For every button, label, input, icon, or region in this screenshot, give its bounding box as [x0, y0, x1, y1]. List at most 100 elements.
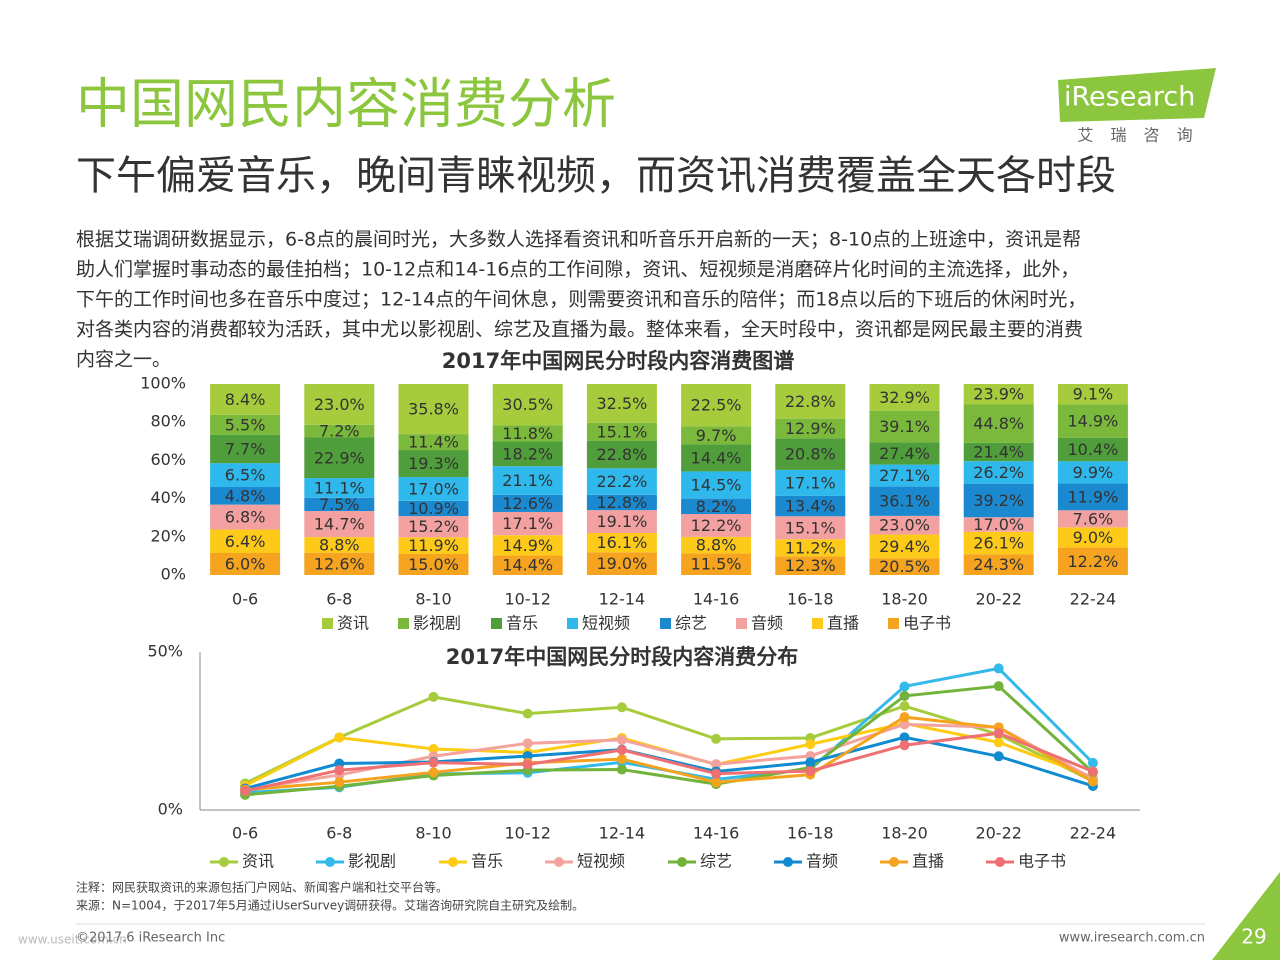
data-label: 11.9% [408, 536, 459, 555]
point [899, 712, 910, 723]
x-tick-label: 20-22 [975, 590, 1022, 609]
y-tick-label: 60% [150, 450, 186, 469]
bar-segment [210, 384, 281, 415]
bar-segment [681, 471, 752, 499]
data-label: 26.2% [973, 463, 1024, 482]
bar-segment [775, 384, 846, 419]
data-label: 39.2% [973, 491, 1024, 510]
bar-segment [304, 552, 375, 575]
data-label: 17.0% [408, 479, 459, 498]
data-label: 7.2% [319, 422, 360, 441]
logo-badge [1058, 68, 1216, 122]
legend-swatch [736, 618, 747, 629]
legend-swatch [491, 618, 502, 629]
logo-tagline: 艾 瑞 咨 询 [1077, 126, 1198, 145]
data-label: 36.1% [879, 492, 930, 511]
data-label: 11.4% [408, 433, 459, 452]
data-label: 19.1% [596, 512, 647, 531]
bar-segment [492, 535, 563, 556]
body-text: 根据艾瑞调研数据显示，6-8点的晨间时光，大多数人选择看资讯和听音乐开启新的一天… [76, 229, 1081, 251]
chart-title: 2017年中国网民分时段内容消费图谱 [442, 349, 794, 373]
data-label: 14.9% [502, 536, 553, 555]
data-label: 9.0% [1073, 528, 1114, 547]
data-label: 14.9% [1067, 412, 1118, 431]
body-text: 对各类内容的消费都较为活跃，其中尤以影视剧、综艺及直播为最。整体来看，全天时段中… [76, 319, 1083, 341]
x-tick-label: 16-18 [787, 590, 834, 609]
legend-marker [889, 857, 899, 867]
bar-segment [869, 558, 940, 575]
legend-label: 音频 [751, 614, 783, 633]
y-tick-label: 50% [147, 642, 183, 661]
point [899, 719, 910, 730]
data-label: 14.7% [314, 515, 365, 534]
data-label: 10.9% [408, 499, 459, 518]
data-label: 27.1% [879, 466, 930, 485]
data-label: 8.4% [225, 390, 266, 409]
bar-segment [398, 516, 469, 538]
bar-segment [492, 425, 563, 442]
data-label: 12.3% [785, 556, 836, 575]
data-label: 17.0% [973, 515, 1024, 534]
bar-segment [210, 529, 281, 554]
bar-segment [210, 463, 281, 488]
corner-triangle [1212, 872, 1280, 960]
point [616, 764, 627, 775]
legend-label: 影视剧 [413, 614, 461, 633]
series-line [245, 666, 1094, 795]
bar-segment [304, 424, 375, 438]
data-label: 19.0% [596, 554, 647, 573]
point [711, 777, 722, 788]
data-label: 32.5% [596, 394, 647, 413]
data-label: 39.1% [879, 417, 930, 436]
bar-segment [304, 511, 375, 538]
bar-segment [681, 444, 752, 472]
data-label: 16.1% [596, 533, 647, 552]
point [616, 734, 627, 745]
bar-segment [1057, 384, 1128, 405]
data-label: 8.8% [696, 536, 737, 555]
bar-segment [681, 553, 752, 575]
bar-segment [586, 468, 657, 495]
point [616, 702, 627, 713]
x-tick-label: 0-6 [232, 824, 258, 843]
bar-segment [210, 434, 281, 464]
bar-segment [586, 440, 657, 469]
point [805, 739, 816, 750]
x-tick-label: 10-12 [504, 824, 551, 843]
data-label: 17.1% [785, 473, 836, 492]
legend-label: 影视剧 [348, 852, 396, 871]
bar-segment [398, 434, 469, 451]
bar-segment [1057, 547, 1128, 575]
data-label: 9.1% [1073, 385, 1114, 404]
data-label: 30.5% [502, 395, 553, 414]
legend-swatch [888, 618, 899, 629]
bar-segment [681, 426, 752, 445]
data-label: 11.1% [314, 478, 365, 497]
data-label: 12.6% [314, 554, 365, 573]
legend-label: 综艺 [675, 614, 707, 633]
point [711, 759, 722, 770]
data-label: 12.8% [596, 493, 647, 512]
series-line [244, 715, 1094, 792]
legend-label: 资讯 [337, 614, 369, 633]
bar-segment [1057, 483, 1128, 511]
point [334, 765, 345, 776]
bar-segment [775, 556, 846, 575]
bar-segment [1057, 404, 1128, 438]
legend-label: 音频 [806, 852, 838, 871]
data-label: 14.4% [502, 556, 553, 575]
data-label: 12.2% [1067, 552, 1118, 571]
bar-segment [492, 511, 563, 536]
point [1087, 757, 1098, 768]
x-tick-label: 22-24 [1070, 590, 1117, 609]
bar-segment [681, 384, 752, 427]
footnote: 注释：网民获取资讯的来源包括门户网站、新闻客户端和社交平台等。 [76, 880, 448, 895]
bar-segment [210, 487, 281, 505]
bar-segment [304, 437, 375, 479]
series-line [244, 731, 1094, 793]
bar-segment [1057, 437, 1128, 462]
bar-segment [869, 384, 940, 411]
bar-segment [586, 552, 657, 575]
legend-label: 资讯 [242, 852, 274, 871]
point [428, 691, 439, 702]
